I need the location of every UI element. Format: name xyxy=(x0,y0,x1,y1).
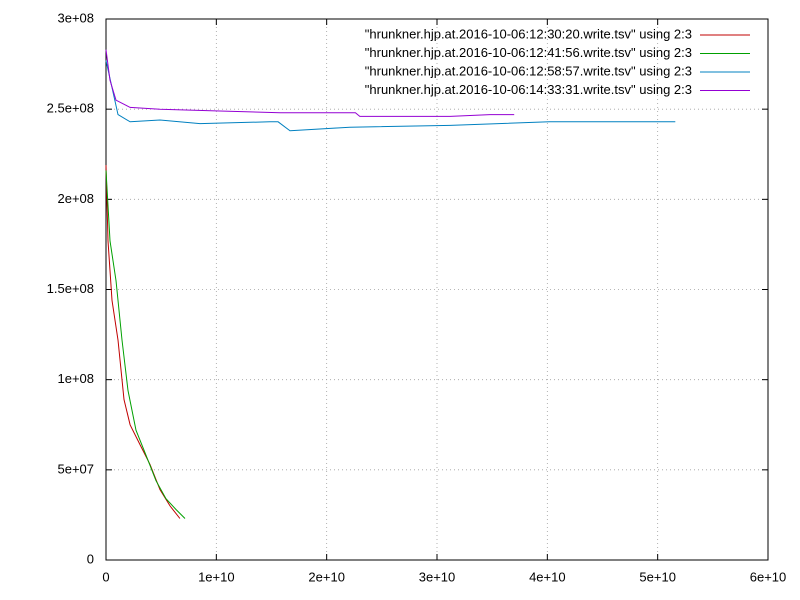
x-tick-label: 2e+10 xyxy=(308,569,345,584)
y-tick-label: 5e+07 xyxy=(57,461,94,476)
y-tick-label: 1.5e+08 xyxy=(47,281,94,296)
x-tick-label: 6e+10 xyxy=(750,569,787,584)
legend-label: "hrunkner.hjp.at.2016-10-06:14:33:31.wri… xyxy=(365,82,692,97)
x-tick-label: 1e+10 xyxy=(198,569,235,584)
series-line xyxy=(105,170,186,519)
y-tick-label: 1e+08 xyxy=(57,371,94,386)
series-line xyxy=(105,49,515,117)
legend-label: "hrunkner.hjp.at.2016-10-06:12:41:56.wri… xyxy=(365,45,692,60)
y-tick-label: 3e+08 xyxy=(57,10,94,25)
y-tick-label: 2e+08 xyxy=(57,191,94,206)
y-tick-label: 2.5e+08 xyxy=(47,101,94,116)
legend-label: "hrunkner.hjp.at.2016-10-06:12:30:20.wri… xyxy=(365,26,692,41)
x-tick-label: 5e+10 xyxy=(639,569,676,584)
legend-label: "hrunkner.hjp.at.2016-10-06:12:58:57.wri… xyxy=(365,63,692,78)
x-tick-label: 0 xyxy=(102,569,109,584)
series-line xyxy=(105,165,181,519)
series-line xyxy=(105,60,676,132)
y-tick-label: 0 xyxy=(87,551,94,566)
plot-border xyxy=(105,18,769,561)
x-tick-label: 4e+10 xyxy=(529,569,566,584)
x-tick-label: 3e+10 xyxy=(419,569,456,584)
